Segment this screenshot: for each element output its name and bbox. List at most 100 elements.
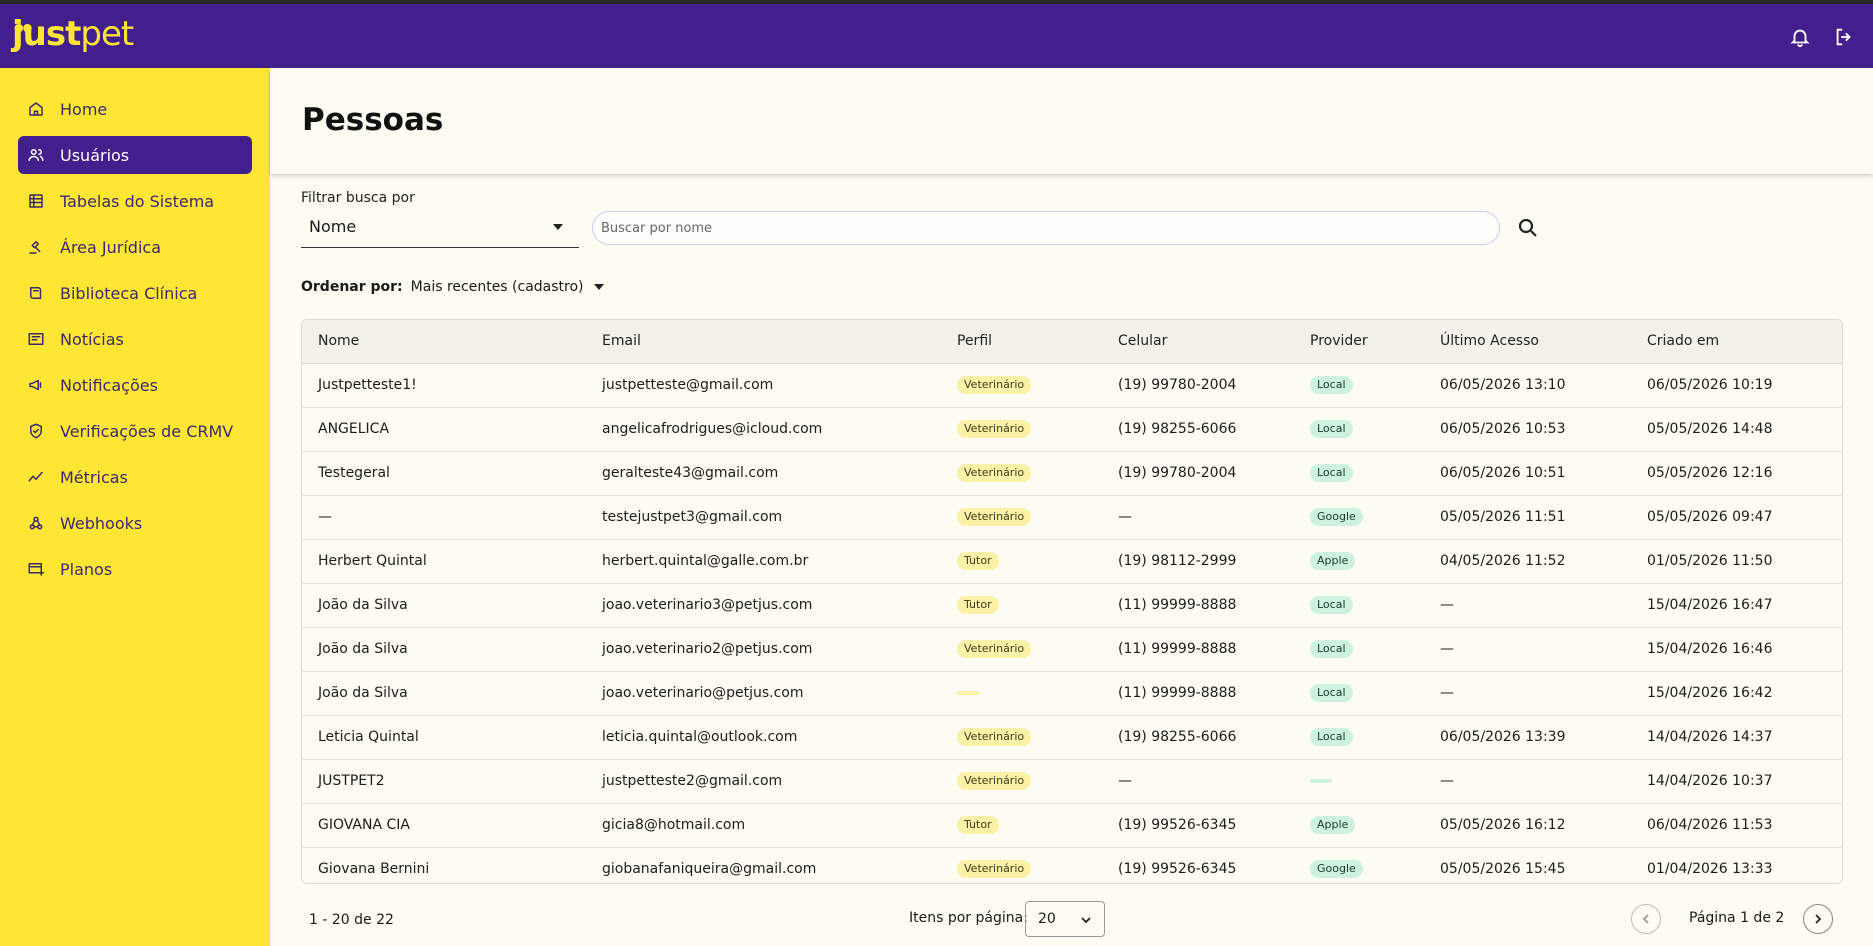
- table-header-row: Nome Email Perfil Celular Provider Último Ace…: [302, 320, 1842, 364]
- sort-caret-icon: [593, 284, 604, 290]
- gavel-icon: [26, 237, 46, 257]
- page-title: Pessoas: [302, 102, 444, 138]
- table-cell: Local: [1294, 671, 1424, 716]
- sidebar-item-usuarios[interactable]: Usuários: [18, 136, 252, 174]
- previous-page-button[interactable]: [1631, 904, 1661, 934]
- sidebar-item-area-juridica[interactable]: Área Jurídica: [18, 228, 252, 266]
- table-cell: —: [1424, 759, 1631, 804]
- justpet-logo[interactable]: ●● justpet: [12, 14, 134, 54]
- table-cell: geralteste43@gmail.com: [586, 451, 941, 496]
- dropdown-caret-icon: [553, 224, 563, 230]
- sidebar-item-planos[interactable]: Planos: [18, 550, 252, 588]
- table-cell: Google: [1294, 847, 1424, 883]
- next-page-button[interactable]: [1803, 904, 1833, 934]
- table-cell: [941, 671, 1102, 716]
- table-row[interactable]: ANGELICA angelicafrodrigues@icloud.com Vet…: [302, 407, 1842, 452]
- items-per-page-label: Itens por página:: [909, 910, 1028, 926]
- profile-badge: Veterinário: [957, 420, 1032, 438]
- table-cell: 14/04/2026 14:37: [1631, 715, 1842, 760]
- table-cell: Veterinário: [941, 451, 1102, 496]
- table-cell: Leticia Quintal: [302, 715, 586, 760]
- table-cell: 06/05/2026 10:51: [1424, 451, 1631, 496]
- table-row[interactable]: JUSTPET2 justpetteste2@gmail.com Veterinár…: [302, 759, 1842, 804]
- sidebar-item-label: Usuários: [60, 145, 130, 165]
- filter-field-select[interactable]: Nome: [301, 212, 579, 248]
- sidebar-item-home[interactable]: Home: [18, 90, 252, 128]
- plans-icon: [26, 559, 46, 579]
- column-header[interactable]: Nome: [302, 320, 586, 364]
- home-icon: [26, 99, 46, 119]
- column-header[interactable]: Celular: [1102, 320, 1294, 364]
- table-row[interactable]: João da Silva joao.veterinario2@petjus.co…: [302, 627, 1842, 672]
- table-cell: Veterinário: [941, 495, 1102, 540]
- sidebar-item-verificacoes-de-crmv[interactable]: Verificações de CRMV: [18, 412, 252, 450]
- sidebar-item-biblioteca-clinica[interactable]: Biblioteca Clínica: [18, 274, 252, 312]
- table-row[interactable]: Testegeral geralteste43@gmail.com Veteriná…: [302, 451, 1842, 496]
- column-header[interactable]: Último Acesso: [1424, 320, 1631, 364]
- items-per-page-select[interactable]: 20: [1025, 901, 1105, 937]
- table-cell: (19) 99780-2004: [1102, 451, 1294, 496]
- sidebar: Home Usuários Tabelas do Sistema Área Juríd…: [0, 68, 270, 946]
- sidebar-item-label: Métricas: [60, 467, 128, 487]
- megaphone-icon: [26, 375, 46, 395]
- chart-icon: [26, 467, 46, 487]
- provider-badge: Local: [1310, 728, 1353, 746]
- profile-badge: Veterinário: [957, 772, 1032, 790]
- sidebar-item-noticias[interactable]: Notícias: [18, 320, 252, 358]
- table-row[interactable]: Leticia Quintal leticia.quintal@outlook.c…: [302, 715, 1842, 760]
- table-cell: joao.veterinario3@petjus.com: [586, 583, 941, 628]
- table-cell: joao.veterinario@petjus.com: [586, 671, 941, 716]
- column-header[interactable]: Perfil: [941, 320, 1102, 364]
- provider-badge: Google: [1310, 508, 1363, 526]
- sidebar-item-label: Notícias: [60, 329, 124, 349]
- sidebar-item-label: Webhooks: [60, 513, 143, 533]
- sidebar-item-label: Tabelas do Sistema: [60, 191, 215, 211]
- table-row[interactable]: João da Silva joao.veterinario3@petjus.co…: [302, 583, 1842, 628]
- table-cell: angelicafrodrigues@icloud.com: [586, 407, 941, 452]
- webhook-icon: [26, 513, 46, 533]
- table-cell: Testegeral: [302, 451, 586, 496]
- sidebar-item-label: Notificações: [60, 375, 158, 395]
- column-header[interactable]: Provider: [1294, 320, 1424, 364]
- table-row[interactable]: Giovana Bernini giobanafaniqueira@gmail.c…: [302, 847, 1842, 883]
- table-cell: 05/05/2026 15:45: [1424, 847, 1631, 883]
- table-row[interactable]: João da Silva joao.veterinario@petjus.com…: [302, 671, 1842, 716]
- profile-badge: Tutor: [957, 596, 999, 614]
- table-row[interactable]: — testejustpet3@gmail.com Veterinário — Goog…: [302, 495, 1842, 540]
- table-cell: Veterinário: [941, 627, 1102, 672]
- table-row[interactable]: Justpetteste1! justpetteste@gmail.com Vete…: [302, 363, 1842, 408]
- table-cell: João da Silva: [302, 583, 586, 628]
- table-cell: Veterinário: [941, 715, 1102, 760]
- table-cell: Justpetteste1!: [302, 363, 586, 408]
- sidebar-item-notificacoes[interactable]: Notificações: [18, 366, 252, 404]
- table-cell: Tutor: [941, 539, 1102, 584]
- table-cell: (19) 98255-6066: [1102, 715, 1294, 760]
- table-cell: 06/04/2026 11:53: [1631, 803, 1842, 848]
- column-header[interactable]: Criado em: [1631, 320, 1842, 364]
- sidebar-item-label: Home: [60, 99, 108, 119]
- table-cell: Apple: [1294, 803, 1424, 848]
- table-cell: justpetteste@gmail.com: [586, 363, 941, 408]
- sidebar-item-metricas[interactable]: Métricas: [18, 458, 252, 496]
- sort-control[interactable]: Ordenar por: Mais recentes (cadastro): [301, 279, 604, 295]
- sidebar-item-tabelas-do-sistema[interactable]: Tabelas do Sistema: [18, 182, 252, 220]
- provider-badge: Local: [1310, 420, 1353, 438]
- table-cell: 05/05/2026 14:48: [1631, 407, 1842, 452]
- logout-icon[interactable]: [1833, 26, 1855, 48]
- search-input[interactable]: [592, 211, 1500, 245]
- table-cell: (19) 98255-6066: [1102, 407, 1294, 452]
- table-cell: JUSTPET2: [302, 759, 586, 804]
- table-row[interactable]: Herbert Quintal herbert.quintal@galle.com…: [302, 539, 1842, 584]
- table-cell: giobanafaniqueira@gmail.com: [586, 847, 941, 883]
- search-icon[interactable]: [1516, 216, 1540, 240]
- table-row[interactable]: GIOVANA CIA gicia8@hotmail.com Tutor (19) 9…: [302, 803, 1842, 848]
- table-cell: Veterinário: [941, 759, 1102, 804]
- table-cell: 05/05/2026 12:16: [1631, 451, 1842, 496]
- column-header[interactable]: Email: [586, 320, 941, 364]
- bell-icon[interactable]: [1789, 26, 1811, 48]
- sidebar-item-webhooks[interactable]: Webhooks: [18, 504, 252, 542]
- table-cell: 05/05/2026 09:47: [1631, 495, 1842, 540]
- page-header: Pessoas: [270, 68, 1873, 174]
- table-cell: —: [1102, 759, 1294, 804]
- pagination-range: 1 - 20 de 22: [309, 912, 394, 928]
